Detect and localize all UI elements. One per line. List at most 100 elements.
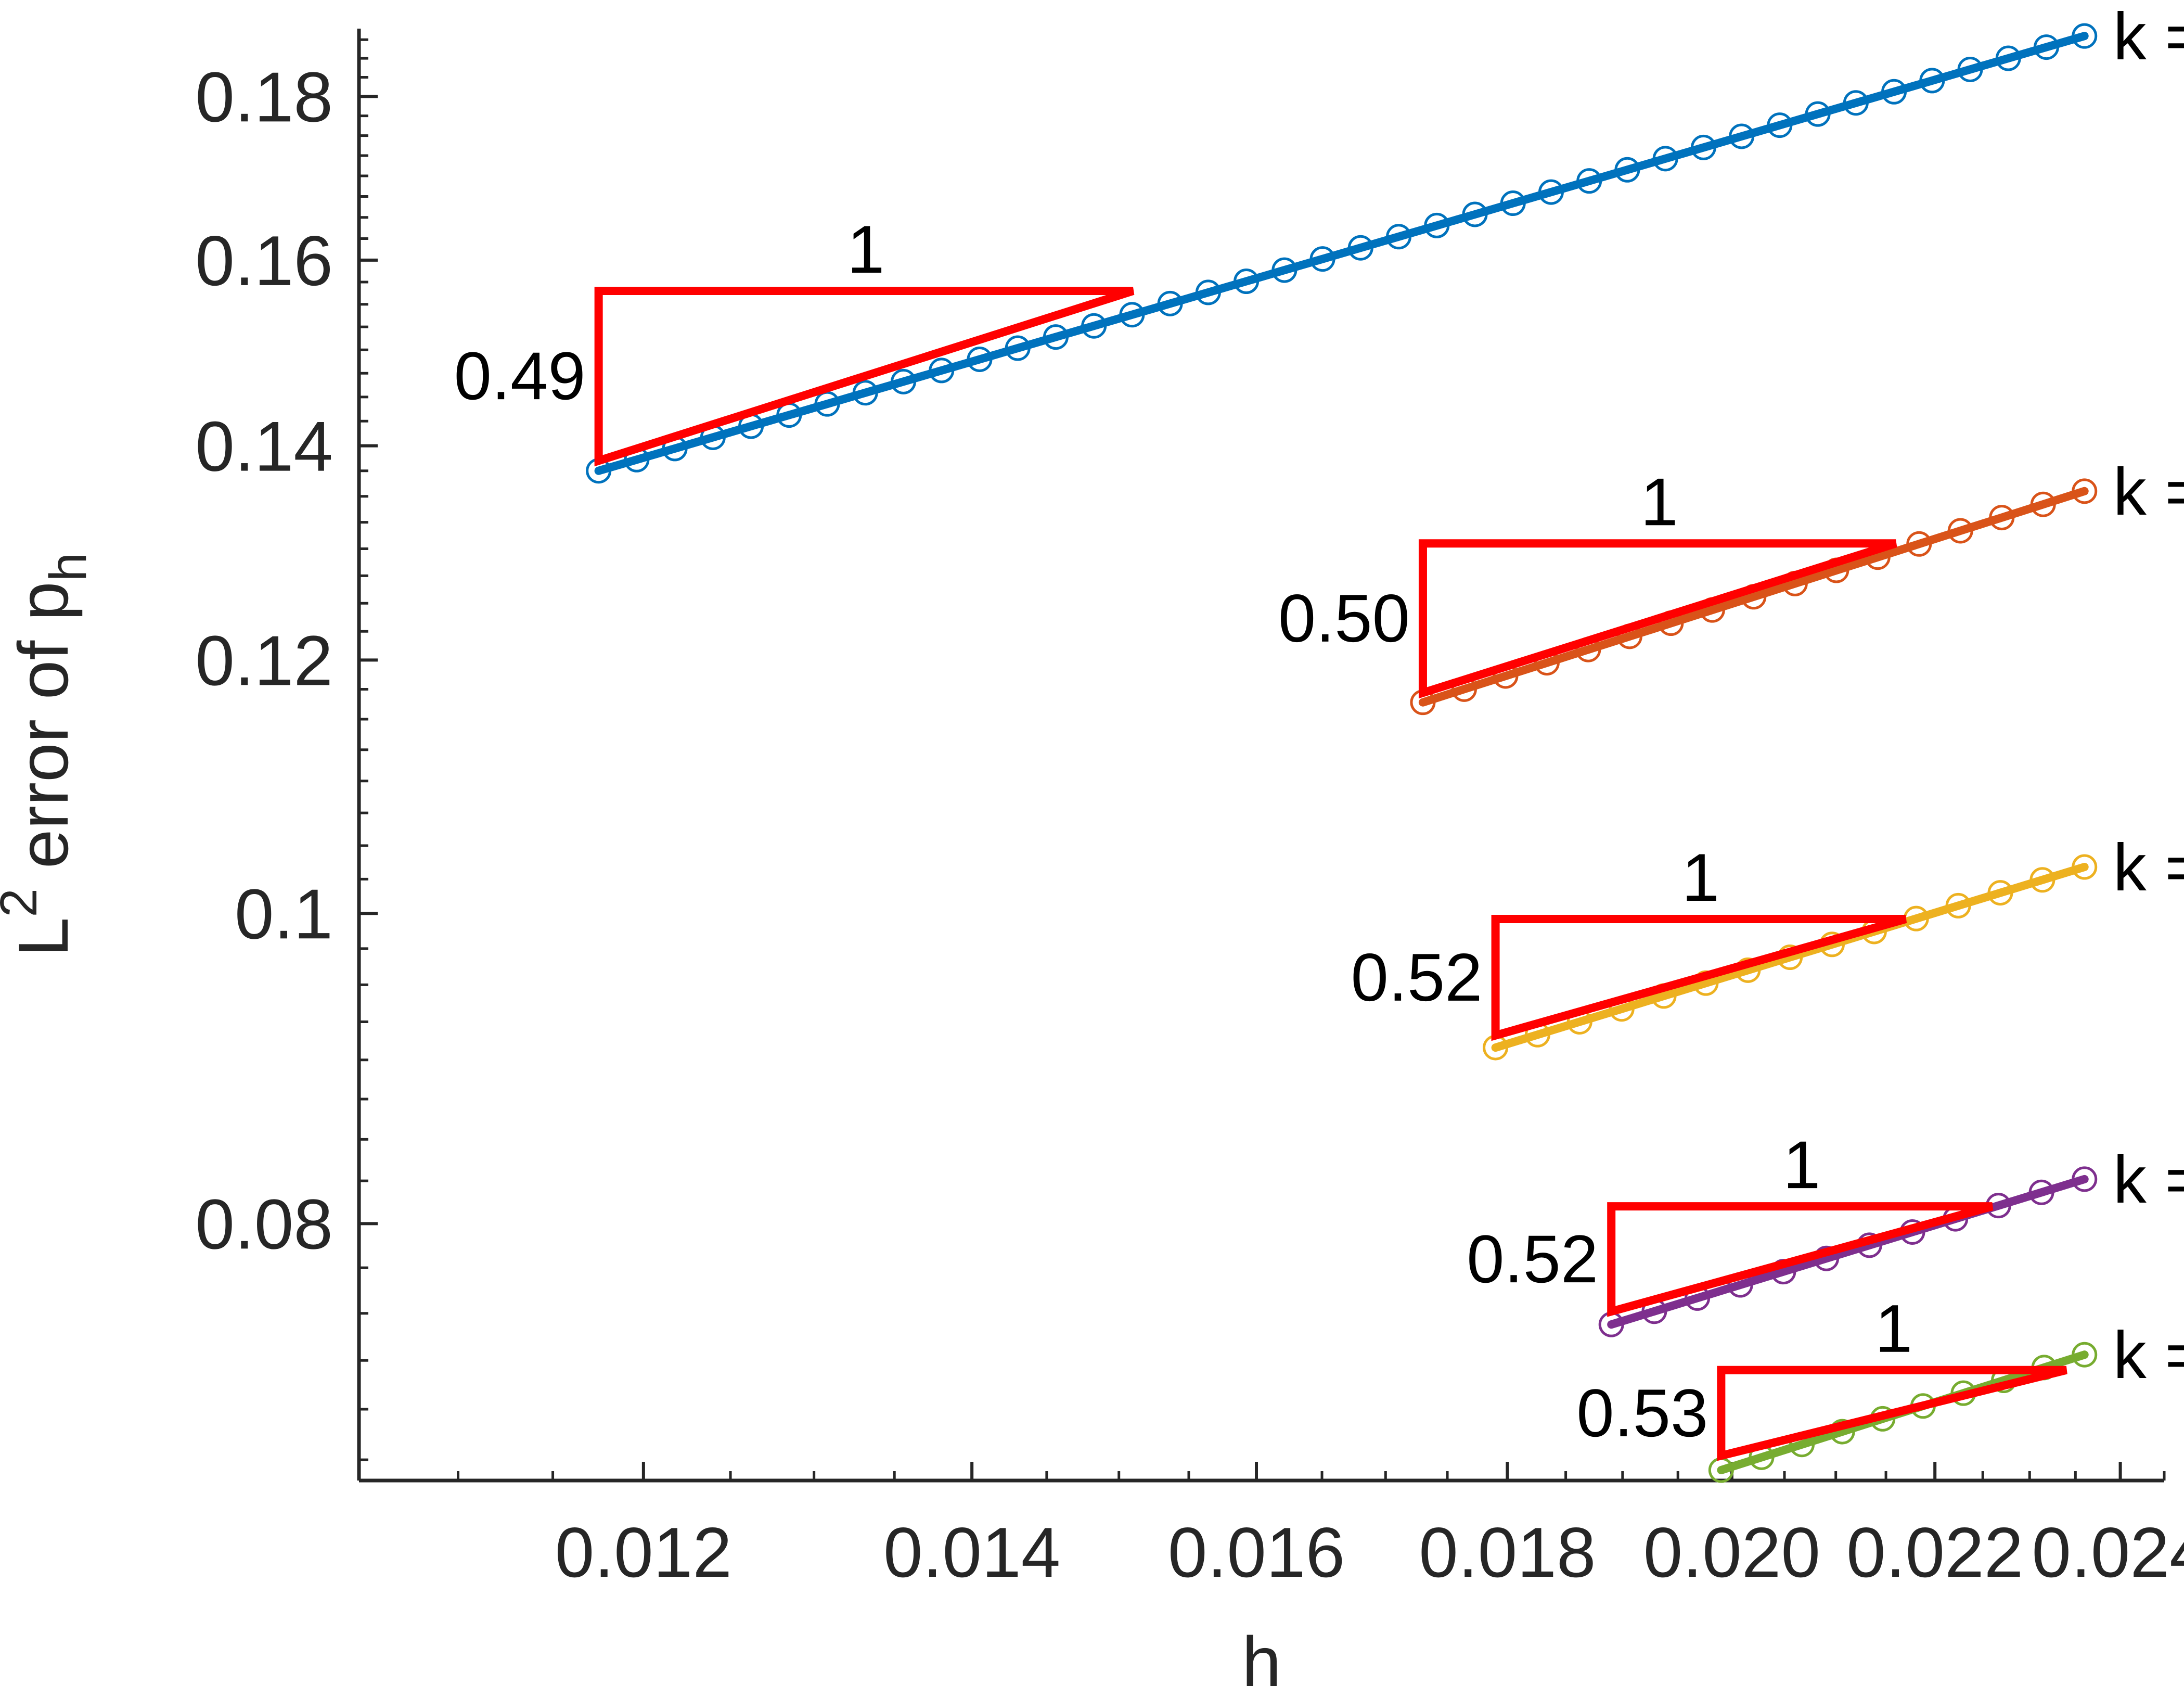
series-line: [1491, 863, 2089, 1052]
data-point: [2072, 23, 2098, 49]
data-point: [1805, 101, 1831, 127]
data-point: [1347, 235, 1373, 261]
slope-label: 0.53: [1576, 1375, 1708, 1451]
data-point: [814, 391, 840, 417]
data-point: [1906, 531, 1932, 557]
triangle-shape: [594, 286, 1135, 467]
data-point: [1881, 79, 1907, 105]
triangle-shape: [1717, 1366, 2067, 1461]
series-group: [586, 23, 2098, 1483]
data-point: [2072, 478, 2098, 504]
data-point: [1957, 56, 1983, 82]
data-point: [1309, 246, 1335, 272]
data-point: [1271, 257, 1297, 283]
x-tick-label: 0.020: [1643, 1513, 1820, 1592]
data-point: [1767, 112, 1793, 138]
run-label: 1: [1875, 1291, 1912, 1367]
data-point: [1614, 157, 1640, 183]
data-point: [1947, 518, 1973, 544]
x-tick-label: 0.024: [2032, 1513, 2184, 1592]
x-tick-label: 0.022: [1846, 1513, 2023, 1592]
data-point: [1995, 45, 2021, 71]
slope-triangle-3: 10.52: [1351, 839, 1907, 1041]
series-line: [594, 32, 2089, 475]
data-point: [1729, 123, 1755, 149]
y-tick-label: 0.12: [195, 621, 333, 700]
data-point: [1081, 313, 1107, 339]
data-point: [1424, 212, 1450, 238]
data-point: [2072, 1342, 2098, 1368]
x-tick-label: 0.018: [1419, 1513, 1596, 1592]
ylabel-base: L: [4, 917, 83, 957]
series-label: k =2: [2113, 455, 2184, 529]
data-point: [1234, 269, 1260, 295]
run-label: 1: [1783, 1127, 1820, 1203]
slope-triangle-2: 10.50: [1278, 464, 1897, 699]
y-tick-label: 0.18: [195, 57, 333, 136]
data-point: [1945, 892, 1971, 918]
data-point: [967, 346, 993, 372]
slope-label: 0.52: [1351, 939, 1483, 1015]
y-tick-label: 0.16: [195, 221, 333, 300]
x-axis-title: h: [1242, 1622, 1281, 1697]
x-tick-label: 0.016: [1168, 1513, 1345, 1592]
data-point: [1538, 179, 1564, 205]
series-line: [1418, 487, 2089, 707]
data-point: [891, 368, 917, 394]
data-point: [1157, 290, 1183, 316]
data-point: [2072, 854, 2098, 880]
slope-label: 0.52: [1467, 1221, 1598, 1297]
data-point: [1005, 335, 1031, 361]
data-point: [1500, 190, 1526, 216]
data-point: [2029, 867, 2055, 893]
data-point: [1462, 201, 1488, 227]
data-point: [1690, 134, 1716, 160]
series-1: [586, 23, 2098, 484]
data-point: [2072, 1166, 2098, 1192]
data-point: [1652, 146, 1678, 172]
data-point: [929, 358, 955, 384]
slope-triangle-4: 10.52: [1467, 1127, 1994, 1317]
data-point: [2030, 491, 2056, 517]
y-axis-title: L2 error of ph: [0, 553, 97, 956]
series-labels: k =1 k =2 k =3 k =4 k =5: [2113, 0, 2184, 1393]
data-point: [1989, 505, 2015, 531]
y-tick-label: 0.08: [195, 1184, 333, 1264]
data-point: [1987, 880, 2013, 906]
series-4: [1598, 1166, 2098, 1337]
run-label: 1: [1682, 839, 1719, 915]
data-point: [2033, 34, 2059, 60]
series-3: [1483, 854, 2098, 1061]
data-point: [1043, 324, 1069, 350]
x-tick-label: 0.012: [555, 1513, 732, 1592]
data-point: [1576, 168, 1602, 194]
y-tick-label: 0.14: [195, 407, 333, 486]
ylabel-superscript: 2: [0, 888, 48, 917]
triangle-shape: [1418, 539, 1897, 699]
data-point: [1119, 302, 1145, 328]
data-point: [1195, 279, 1221, 305]
ylabel-subscript: h: [39, 553, 97, 582]
slope-label: 0.50: [1278, 580, 1410, 656]
data-point: [1843, 90, 1869, 116]
run-label: 1: [847, 211, 884, 287]
series-label: k =4: [2113, 1143, 2184, 1217]
series-label: k =5: [2113, 1318, 2184, 1393]
triangle-shape: [1491, 915, 1907, 1041]
x-tick-label: 0.014: [883, 1513, 1060, 1592]
triangle-shape: [1607, 1202, 1994, 1317]
data-point: [1919, 68, 1945, 94]
data-point: [1386, 224, 1412, 250]
series-label: k =1: [2113, 0, 2184, 74]
series-line: [1607, 1175, 2089, 1329]
series-label: k =3: [2113, 831, 2184, 905]
data-point: [852, 380, 878, 406]
run-label: 1: [1640, 464, 1678, 540]
series-2: [1410, 478, 2098, 716]
ylabel-text: error of p: [4, 581, 83, 888]
y-tick-label: 0.1: [235, 874, 333, 953]
data-point: [2028, 1179, 2054, 1205]
